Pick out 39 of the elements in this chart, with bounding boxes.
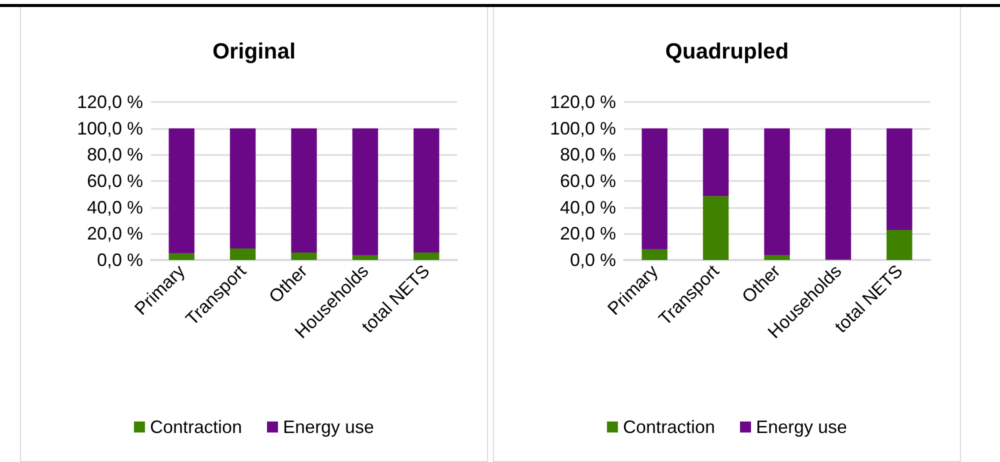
- legend-label: Energy use: [282, 417, 374, 437]
- bar: [230, 128, 256, 249]
- legend-label: Contraction: [150, 417, 242, 437]
- bar: [886, 230, 912, 260]
- bar: [825, 128, 852, 260]
- y-tick-label: 100,0 %: [550, 118, 616, 138]
- bar: [702, 196, 729, 260]
- chart-title: Quadrupled: [665, 38, 789, 64]
- legend-label: Energy use: [756, 417, 848, 437]
- bar: [291, 252, 317, 260]
- bar: [764, 254, 790, 260]
- bar: [414, 128, 440, 252]
- y-tick-label: 80,0 %: [86, 144, 143, 165]
- y-tick-label: 120,0 %: [76, 92, 143, 112]
- y-tick-label: 0,0 %: [96, 250, 143, 270]
- bar: [352, 255, 378, 260]
- bar: [168, 128, 194, 254]
- y-tick-label: 20,0 %: [560, 224, 616, 244]
- bar: [702, 128, 729, 196]
- bar: [230, 248, 256, 260]
- bar: [414, 252, 440, 260]
- bar: [764, 128, 790, 255]
- bar: [352, 128, 378, 256]
- y-tick-label: 20,0 %: [86, 224, 143, 244]
- bar: [642, 128, 668, 250]
- chart-title: Original: [212, 38, 296, 64]
- y-tick-label: 40,0 %: [560, 197, 616, 218]
- legend-label: Contraction: [622, 417, 716, 437]
- bar: [291, 128, 317, 252]
- y-tick-label: 120,0 %: [550, 92, 616, 112]
- bar: [168, 253, 194, 260]
- y-tick-label: 80,0 %: [560, 144, 616, 165]
- y-tick-label: 100,0 %: [76, 118, 143, 138]
- y-tick-label: 60,0 %: [86, 171, 143, 191]
- bar: [642, 249, 668, 260]
- y-tick-label: 40,0 %: [86, 197, 143, 218]
- bar: [886, 128, 912, 230]
- y-tick-label: 60,0 %: [560, 171, 616, 191]
- y-tick-label: 0,0 %: [570, 250, 616, 270]
